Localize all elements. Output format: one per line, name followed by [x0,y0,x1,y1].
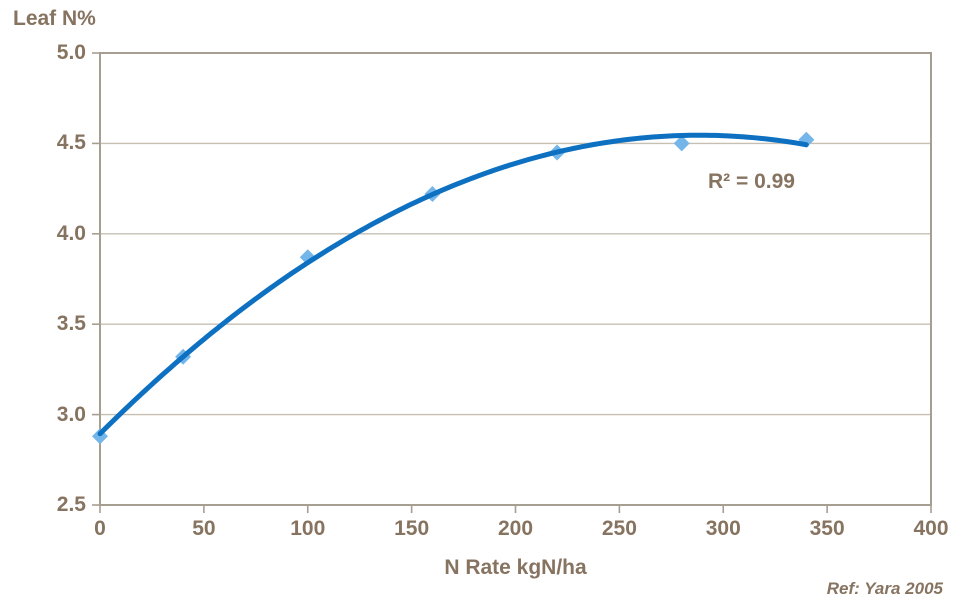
y-tick-label: 3.0 [56,402,86,426]
y-tick-label: 3.5 [56,312,86,336]
x-tick-label: 150 [394,517,430,540]
plot-border [99,52,932,506]
y-tick-label: 2.5 [56,493,86,516]
data-point-marker [673,135,690,152]
x-tick-label: 200 [497,517,534,540]
y-axis-title: Leaf N% [13,7,96,30]
y-tick-label: 4.0 [56,221,86,245]
r-squared-annotation: R² = 0.99 [708,170,795,193]
x-tick-label: 50 [192,517,216,540]
y-tick-label: 5.0 [56,41,86,64]
x-tick-label: 400 [913,517,949,540]
y-tick-label: 4.5 [56,131,86,155]
x-tick-label: 350 [809,517,845,540]
x-tick-label: 300 [705,517,741,540]
source-reference: Ref: Yara 2005 [826,579,943,598]
x-tick-label: 100 [290,517,326,540]
x-axis-title: N Rate kgN/ha [444,556,587,579]
x-tick-label: 0 [94,517,106,540]
x-tick-label: 250 [601,517,637,540]
trend-line [97,132,809,437]
